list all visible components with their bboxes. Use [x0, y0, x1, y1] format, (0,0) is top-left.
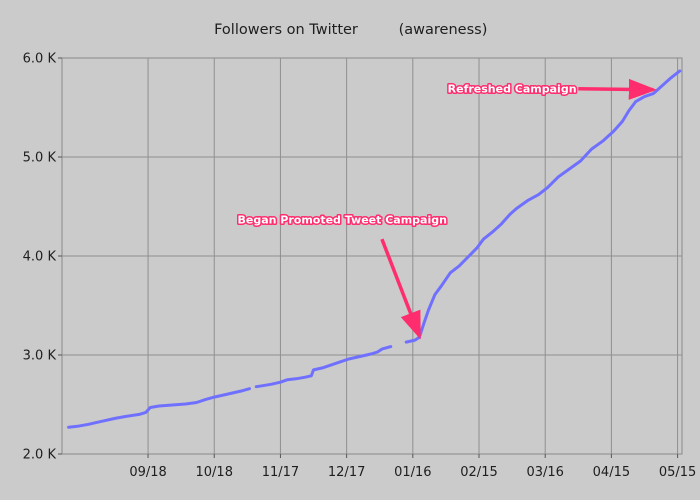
series-line-segment: [254, 345, 393, 389]
y-tick-label: 4.0 K: [23, 250, 57, 265]
x-tick-label: 03/16: [526, 465, 563, 480]
x-tick-label: 01/16: [394, 465, 431, 480]
line-layer: [67, 69, 682, 429]
x-tick-label: 12/17: [328, 465, 365, 480]
annotation: Began Promoted Tweet Campaign: [236, 212, 448, 340]
annotation-label: Refreshed Campaign: [448, 83, 577, 96]
y-tick-label: 2.0 K: [23, 448, 57, 463]
annotation-arrow: [578, 78, 657, 100]
series-line-segment: [417, 69, 682, 339]
x-tick-label: 04/15: [593, 465, 630, 480]
annotation-layer: Began Promoted Tweet Campaign Refreshed C…: [236, 78, 657, 340]
chart-subtitle: (awareness): [399, 22, 488, 38]
annotation-label: Began Promoted Tweet Campaign: [237, 213, 446, 226]
series-line-segment: [67, 387, 251, 429]
x-tick-label: 05/15: [659, 465, 696, 480]
grid-layer: [62, 58, 682, 454]
axis-layer: 2.0 K 3.0 K 4.0 K 5.0 K 6.0 K 09/18 10/18 11/17…: [23, 52, 697, 481]
y-tick-label: 5.0 K: [23, 151, 57, 166]
annotation-arrow: [380, 238, 422, 340]
x-tick-label: 02/15: [460, 465, 497, 480]
x-tick-label: 09/18: [129, 465, 166, 480]
y-tick-label: 6.0 K: [23, 52, 57, 67]
x-tick-label: 11/17: [262, 465, 299, 480]
y-tick-label: 3.0 K: [23, 349, 57, 364]
annotation: Refreshed Campaign: [446, 78, 657, 100]
x-tick-label: 10/18: [196, 465, 233, 480]
chart-title: Followers on Twitter: [214, 22, 358, 38]
